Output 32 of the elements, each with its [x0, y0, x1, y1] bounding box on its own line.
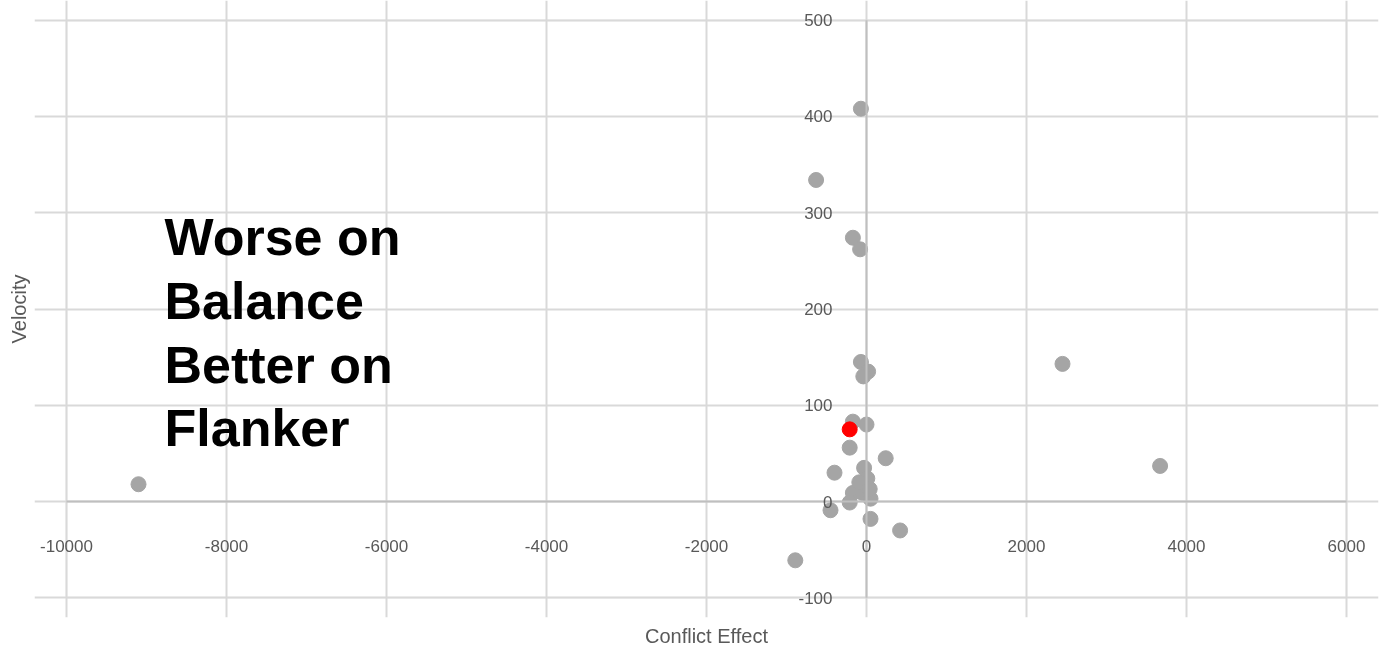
point: [844, 229, 861, 246]
point: [852, 100, 869, 117]
y-tick-label: 400: [804, 107, 833, 127]
x-tick-label: -2000: [684, 536, 729, 556]
annotation: Worse on Balance Better on Flanker: [164, 208, 401, 458]
y-tick-label: 200: [804, 300, 833, 319]
point: [826, 464, 843, 481]
x-tick-label: 0: [861, 536, 872, 556]
x-tick-label: 4000: [1167, 536, 1206, 556]
y-axis-title: Velocity: [7, 274, 30, 344]
point: [1152, 457, 1169, 474]
y-tick-label: 100: [804, 396, 833, 416]
point: [1054, 355, 1071, 372]
x-tick-label: -8000: [204, 536, 249, 556]
point: [877, 450, 894, 467]
y-tick-label: 0: [823, 492, 833, 512]
y-tick-label: 500: [804, 11, 833, 31]
x-axis-title: Conflict Effect: [644, 624, 769, 647]
x-tick-label: -10000: [40, 536, 93, 556]
x-tick-label: 2000: [1007, 536, 1046, 556]
point: [841, 421, 858, 438]
point: [841, 439, 858, 456]
y-tick-label: -100: [798, 588, 833, 608]
point: [787, 552, 804, 569]
x-tick-label: -4000: [524, 536, 569, 556]
x-tick-label: -6000: [364, 536, 409, 556]
point: [808, 171, 825, 188]
point: [892, 522, 909, 539]
point: [130, 476, 147, 493]
x-tick-label: 6000: [1327, 536, 1366, 556]
point: [852, 241, 869, 258]
y-tick-label: 300: [804, 203, 833, 223]
